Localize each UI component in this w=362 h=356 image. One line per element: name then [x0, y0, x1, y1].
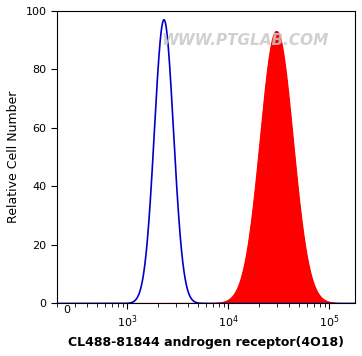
- Text: 0: 0: [63, 305, 70, 315]
- X-axis label: CL488-81844 androgen receptor(4O18): CL488-81844 androgen receptor(4O18): [68, 336, 344, 349]
- Y-axis label: Relative Cell Number: Relative Cell Number: [7, 91, 20, 224]
- Text: WWW.PTGLAB.COM: WWW.PTGLAB.COM: [161, 33, 328, 48]
